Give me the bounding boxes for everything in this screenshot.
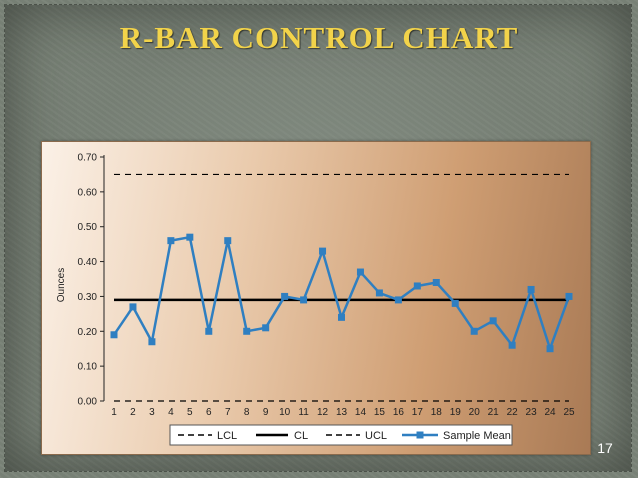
x-tick-label: 13 — [336, 407, 348, 418]
x-tick-label: 6 — [206, 407, 212, 418]
y-tick-label: 0.70 — [78, 153, 98, 164]
y-axis-label: Ounces — [56, 268, 67, 302]
slide-frame — [4, 4, 632, 472]
x-tick-label: 23 — [526, 407, 538, 418]
legend: LCL CL UCL Sample Mean — [169, 424, 513, 446]
sample-mean-point — [186, 233, 194, 241]
y-tick-label: 0.40 — [78, 257, 98, 268]
x-tick-label: 5 — [187, 407, 193, 418]
x-tick-label: 2 — [130, 407, 136, 418]
x-tick-label: 8 — [244, 407, 250, 418]
x-tick-label: 24 — [544, 407, 556, 418]
sample-mean-point — [394, 296, 402, 304]
y-tick-label: 0.10 — [78, 362, 98, 373]
sample-mean-point — [432, 278, 440, 286]
x-tick-label: 25 — [563, 407, 575, 418]
x-tick-label: 7 — [225, 407, 231, 418]
sample-mean-point — [470, 327, 478, 335]
sample-mean-point — [565, 292, 573, 300]
x-tick-label: 9 — [263, 407, 269, 418]
x-tick-label: 12 — [317, 407, 329, 418]
legend-label: CL — [294, 430, 308, 442]
sample-mean-point — [489, 317, 497, 325]
x-tick-label: 22 — [507, 407, 519, 418]
sample-mean-point — [281, 292, 289, 300]
y-tick-label: 0.30 — [78, 292, 98, 303]
x-axis: 1 2 3 4 5 6 7 8 9 10 11 12 13 14 15 16 17 18 19 20 21 22 23 24 2… — [111, 407, 575, 418]
page-number: 17 — [597, 440, 613, 456]
sample-mean-point — [338, 313, 345, 321]
y-tick-label: 0.20 — [78, 327, 98, 338]
sample-mean-line — [112, 235, 571, 350]
sample-mean-point — [413, 282, 421, 290]
sample-mean-point — [167, 237, 175, 245]
x-tick-label: 18 — [431, 407, 443, 418]
sample-mean-point — [300, 296, 308, 304]
sample-mean-point — [224, 237, 232, 245]
sample-mean-point — [148, 338, 156, 346]
x-tick-label: 14 — [355, 407, 367, 418]
x-tick-label: 11 — [298, 407, 309, 418]
x-tick-label: 19 — [450, 407, 462, 418]
legend-label: Sample Mean — [443, 430, 511, 442]
x-tick-label: 10 — [279, 407, 291, 418]
y-tick-label: 0.50 — [78, 222, 98, 233]
sample-mean-point — [356, 268, 364, 276]
slide-title: R-BAR CONTROL CHART — [119, 20, 519, 55]
sample-mean-point — [451, 299, 459, 307]
sample-mean-point — [129, 303, 137, 311]
x-tick-label: 15 — [374, 407, 386, 418]
x-tick-label: 3 — [149, 407, 155, 418]
legend-label: UCL — [365, 430, 387, 442]
sample-mean-point — [262, 324, 270, 332]
sample-mean-point — [110, 331, 118, 339]
sample-mean-point — [319, 247, 327, 255]
x-tick-label: 17 — [412, 407, 424, 418]
legend-marker — [416, 431, 424, 439]
sample-mean-point — [375, 289, 383, 297]
legend-label: LCL — [217, 430, 237, 442]
sample-mean-point — [527, 285, 535, 293]
y-tick-label: 0.60 — [78, 187, 98, 198]
y-tick-label: 0.00 — [78, 397, 98, 408]
x-tick-label: 21 — [488, 407, 500, 418]
sample-mean-point — [243, 327, 251, 335]
sample-mean-point — [546, 345, 554, 353]
x-tick-label: 4 — [168, 407, 174, 418]
x-tick-label: 1 — [111, 407, 117, 418]
y-axis: 0.00 0.10 0.20 0.30 0.40 0.50 0.60 0.70 — [78, 153, 105, 408]
chart-lines — [110, 173, 573, 402]
sample-mean-point — [508, 341, 516, 349]
x-tick-label: 16 — [393, 407, 405, 418]
x-tick-label: 20 — [469, 407, 481, 418]
sample-mean-point — [205, 327, 213, 335]
